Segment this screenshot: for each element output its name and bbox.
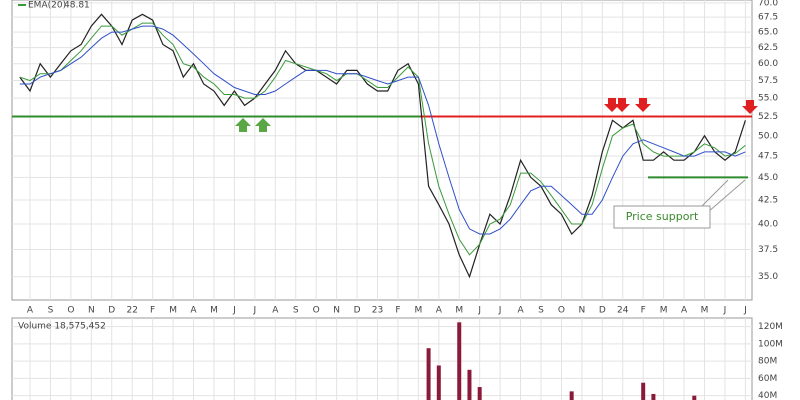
y-tick-label: 52.5 [758,112,778,122]
x-tick-label: M [660,306,668,316]
down-arrow [604,98,620,112]
volume-bar [651,393,656,400]
down-arrow [614,98,630,112]
x-tick-label: F [641,306,646,316]
y-tick-label: 60M [758,374,777,384]
x-tick-label: N [333,306,340,316]
down-arrow [635,98,651,112]
y-tick-label: 45.0 [758,173,778,183]
y-tick-label: 80M [758,357,777,367]
volume-bar [477,387,482,400]
volume-bar [467,369,472,400]
y-tick-label: 35.0 [758,272,778,282]
x-tick-label: J [477,306,481,316]
x-tick-label: M [210,306,218,316]
y-tick-label: 37.5 [758,245,778,255]
x-tick-label: M [169,306,177,316]
y-tick-label: 47.5 [758,152,778,162]
volume-bar [641,382,646,400]
y-tick-label: 70.0 [758,0,778,8]
x-tick-label: A [190,306,197,316]
volume-bar [426,348,431,400]
x-tick-label: 23 [372,306,383,316]
x-tick-label: O [313,306,320,316]
series-line [19,25,746,235]
volume-bar [569,391,574,400]
y-tick-label: 62.5 [758,43,778,53]
y-tick-label: 40M [758,391,777,400]
arrows [235,98,758,132]
y-tick-label: 67.5 [758,13,778,23]
x-tick-label: S [293,306,299,316]
leader-line [707,179,746,213]
x-tick-label: D [354,306,361,316]
leader-line [699,179,729,209]
y-tick-label: 42.5 [758,196,778,206]
up-arrow [255,118,271,132]
price-panel [11,0,753,301]
x-tick-label: D [599,306,606,316]
legend-value: 48.81 [64,1,90,11]
y-tick-label: 50.0 [758,131,778,141]
y-tick-label: 120M [758,322,783,332]
x-tick-label: A [272,306,279,316]
x-tick-label: D [108,306,115,316]
annotation: Price support [626,210,699,223]
y-tick-label: 57.5 [758,76,778,86]
x-tick-label: N [579,306,586,316]
x-tick-label: J [743,306,747,316]
x-tick-label: A [517,306,524,316]
down-arrow [742,100,758,114]
x-tick-label: 22 [126,306,137,316]
x-tick-label: 24 [617,306,629,316]
x-tick-label: M [414,306,422,316]
series-line [19,13,746,279]
x-tick-label: O [67,306,74,316]
x-tick-label: J [232,306,236,316]
volume-bar [692,395,697,400]
x-tick-label: O [558,306,565,316]
y-tick-label: 65.0 [758,28,778,38]
x-tick-label: J [723,306,727,316]
series-line [19,22,746,256]
volume-panel [11,317,753,400]
volume-bar [457,322,462,400]
x-tick-label: M [701,306,709,316]
x-tick-label: F [395,306,400,316]
price-layer [12,13,752,279]
x-tick-label: S [538,306,544,316]
x-tick-label: M [455,306,463,316]
y-tick-label: 60.0 [758,59,778,69]
x-tick-label: A [436,306,443,316]
x-tick-label: A [681,306,688,316]
x-tick-label: J [498,306,502,316]
y-tick-label: 40.0 [758,219,778,229]
y-tick-label: 55.0 [758,94,778,104]
x-tick-label: N [88,306,95,316]
y-tick-label: 100M [758,339,783,349]
volume-bar [436,365,441,400]
volume-title: Volume 18,575,452 [18,322,106,332]
x-tick-label: F [150,306,155,316]
x-tick-label: A [27,306,34,316]
legend-label: EMA(20) [28,1,66,11]
x-tick-label: J [253,306,257,316]
annotation-box [613,205,711,229]
up-arrow [235,118,251,132]
x-tick-label: S [48,306,54,316]
volume-layer [426,322,697,400]
